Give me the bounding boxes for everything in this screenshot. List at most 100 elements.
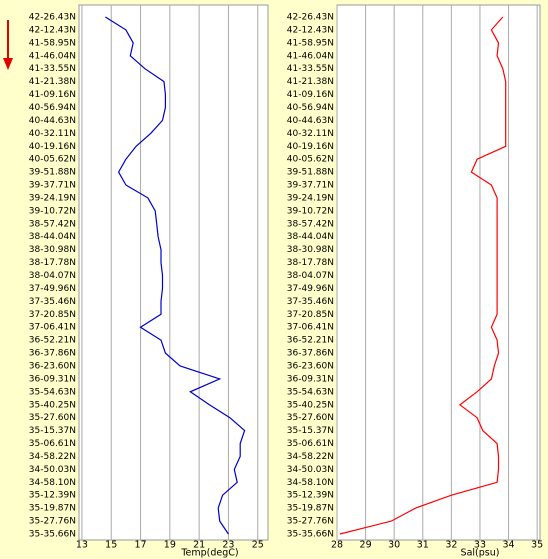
y-tick-label: 36-37.86N [29, 349, 76, 359]
x-tick-label: 35 [531, 540, 543, 551]
y-tick-label: 34-58.10N [287, 478, 334, 488]
data-line [339, 16, 507, 535]
y-tick-label: 35-27.76N [287, 517, 334, 527]
y-tick-label: 42-26.43N [287, 13, 334, 23]
y-tick-label: 35-27.76N [29, 517, 76, 527]
y-tick-label: 37-35.46N [287, 297, 334, 307]
arrow-head [3, 58, 13, 70]
y-tick-label: 38-44.04N [287, 232, 334, 242]
y-tick-label: 41-46.04N [287, 51, 334, 61]
y-tick-label: 40-19.16N [29, 142, 76, 152]
y-tick-label: 35-19.87N [287, 504, 334, 514]
y-tick-label: 39-37.71N [287, 181, 334, 191]
y-tick-label: 37-20.85N [287, 310, 334, 320]
data-line [105, 16, 246, 535]
y-tick-label: 39-10.72N [287, 206, 334, 216]
y-tick-label: 36-23.60N [287, 361, 334, 371]
y-tick-label: 35-15.37N [287, 426, 334, 436]
y-tick-label: 38-30.98N [29, 245, 76, 255]
y-tick-label: 38-17.78N [29, 258, 76, 268]
y-tick-label: 35-12.39N [29, 491, 76, 501]
y-tick-label: 38-04.07N [287, 271, 334, 281]
y-tick-label: 40-19.16N [287, 142, 334, 152]
x-tick-label: 33 [474, 540, 486, 551]
y-tick-label: 41-09.16N [287, 90, 334, 100]
y-tick-label: 38-44.04N [29, 232, 76, 242]
y-tick-label: 41-33.55N [287, 64, 334, 74]
y-tick-label: 38-04.07N [29, 271, 76, 281]
y-tick-label: 35-40.25N [29, 400, 76, 410]
y-tick-label: 35-35.66N [29, 530, 76, 540]
y-tick-label: 39-51.88N [29, 168, 76, 178]
x-tick-label: 34 [503, 540, 515, 551]
x-tick-label: 28 [331, 540, 343, 551]
x-tick-label: 29 [360, 540, 372, 551]
y-tick-label: 38-57.42N [287, 219, 334, 229]
y-tick-label: 39-37.71N [29, 181, 76, 191]
y-tick-label: 42-12.43N [287, 25, 334, 35]
y-tick-label: 35-40.25N [287, 400, 334, 410]
y-tick-label: 36-37.86N [287, 349, 334, 359]
y-tick-label: 40-05.62N [287, 155, 334, 165]
x-axis-title: Sal(psu) [461, 548, 500, 559]
y-tick-label: 35-27.60N [287, 413, 334, 423]
y-tick-label: 37-35.46N [29, 297, 76, 307]
y-tick-label: 40-56.94N [287, 103, 334, 113]
y-tick-label: 34-58.10N [29, 478, 76, 488]
y-tick-label: 41-21.38N [287, 77, 334, 87]
y-tick-label: 40-56.94N [29, 103, 76, 113]
y-tick-label: 41-46.04N [29, 51, 76, 61]
x-tick-label: 23 [222, 540, 234, 551]
y-tick-label: 34-50.03N [29, 465, 76, 475]
y-tick-label: 40-05.62N [29, 155, 76, 165]
plot-area [78, 4, 269, 541]
plot-area [336, 4, 541, 541]
y-tick-label: 36-52.21N [287, 336, 334, 346]
y-tick-label: 41-58.95N [29, 38, 76, 48]
y-tick-label: 39-51.88N [287, 168, 334, 178]
y-tick-label: 37-06.41N [29, 323, 76, 333]
x-tick-label: 32 [445, 540, 457, 551]
y-tick-label: 41-33.55N [29, 64, 76, 74]
y-tick-label: 37-20.85N [29, 310, 76, 320]
y-tick-label: 35-19.87N [29, 504, 76, 514]
y-tick-label: 37-49.96N [287, 284, 334, 294]
y-tick-label: 35-27.60N [29, 413, 76, 423]
y-tick-label: 41-09.16N [29, 90, 76, 100]
y-tick-label: 38-30.98N [287, 245, 334, 255]
x-tick-label: 21 [193, 540, 205, 551]
x-tick-label: 30 [388, 540, 400, 551]
x-tick-label: 25 [252, 540, 264, 551]
y-tick-label: 36-52.21N [29, 336, 76, 346]
y-tick-label: 36-23.60N [29, 361, 76, 371]
y-tick-label: 35-06.61N [287, 439, 334, 449]
y-tick-label: 36-09.31N [287, 374, 334, 384]
y-tick-label: 36-09.31N [29, 374, 76, 384]
y-tick-label: 35-06.61N [29, 439, 76, 449]
y-tick-label: 40-32.11N [29, 129, 76, 139]
y-tick-label: 35-35.66N [287, 530, 334, 540]
y-tick-label: 40-44.63N [287, 116, 334, 126]
y-tick-label: 38-57.42N [29, 219, 76, 229]
x-tick-label: 19 [164, 540, 176, 551]
y-tick-label: 34-58.22N [287, 452, 334, 462]
y-tick-label: 38-17.78N [287, 258, 334, 268]
x-tick-label: 15 [105, 540, 117, 551]
y-tick-label: 40-44.63N [29, 116, 76, 126]
x-tick-label: 17 [134, 540, 146, 551]
y-tick-label: 37-49.96N [29, 284, 76, 294]
y-tick-label: 39-24.19N [29, 193, 76, 203]
y-tick-label: 39-10.72N [29, 206, 76, 216]
y-tick-label: 40-32.11N [287, 129, 334, 139]
y-tick-label: 39-24.19N [287, 193, 334, 203]
y-tick-label: 42-12.43N [29, 25, 76, 35]
y-tick-label: 34-58.22N [29, 452, 76, 462]
x-axis-title: Temp(degC) [180, 548, 238, 559]
x-tick-label: 31 [417, 540, 429, 551]
y-tick-label: 34-50.03N [287, 465, 334, 475]
y-tick-label: 35-54.63N [29, 387, 76, 397]
y-tick-label: 42-26.43N [29, 13, 76, 23]
y-tick-label: 41-58.95N [287, 38, 334, 48]
y-tick-label: 37-06.41N [287, 323, 334, 333]
